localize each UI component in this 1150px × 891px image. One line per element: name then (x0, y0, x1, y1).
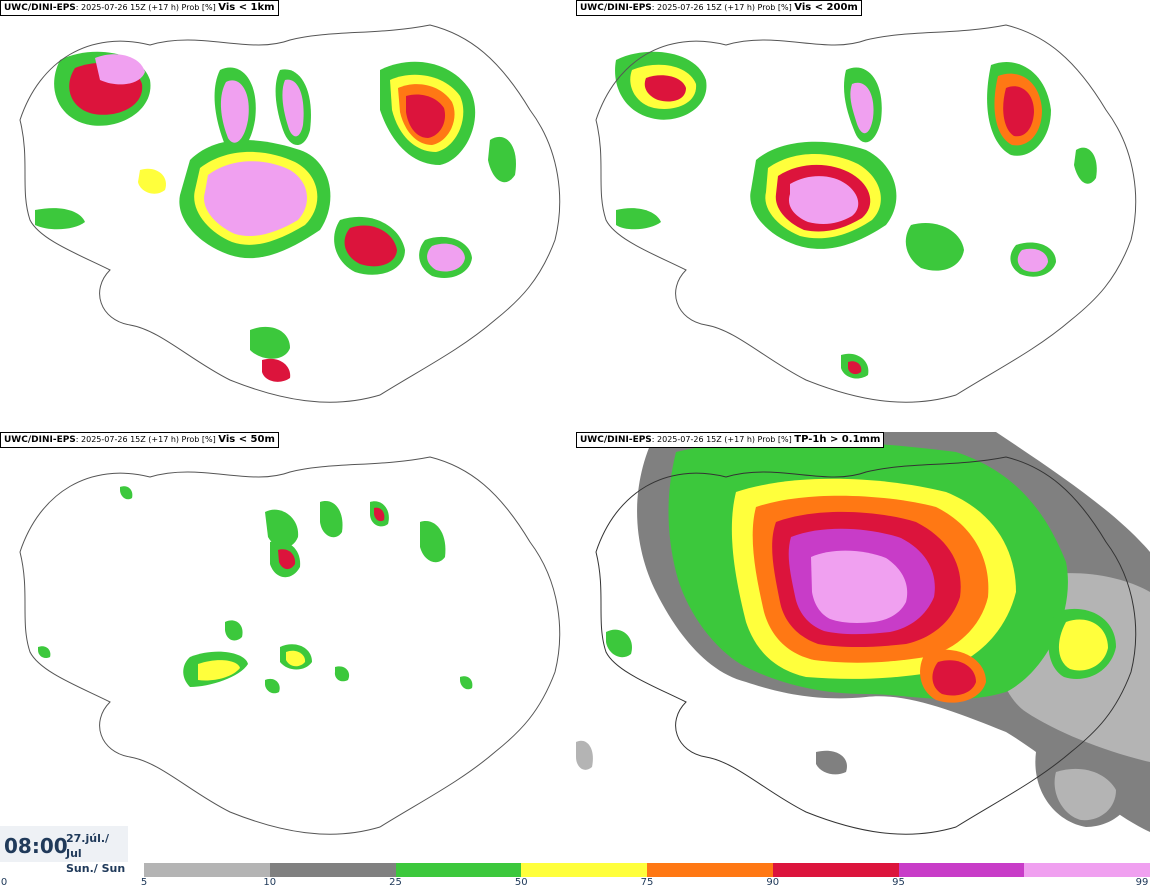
vis-50m-map (19, 456, 561, 835)
valid-time: 08:00 (4, 834, 68, 858)
colorbar-segment (269, 863, 396, 877)
probability-contours (576, 432, 1150, 832)
map-panel-vis-1km: UWC/DINI-EPS: 2025-07-26 15Z (+17 h) Pro… (0, 0, 574, 430)
coastline (595, 456, 1137, 835)
vis-1km-map (19, 24, 561, 403)
date-line-2: Sun./ Sun (66, 862, 126, 875)
colorbar-tick-label: 0 (0, 877, 8, 888)
colorbar-segment (647, 863, 773, 877)
coastline (19, 24, 561, 403)
colorbar-segment (144, 863, 270, 877)
probability-contours (38, 486, 473, 694)
coastline (19, 456, 561, 835)
colorbar-tick-label: 5 (140, 877, 148, 888)
panel-title: UWC/DINI-EPS: 2025-07-26 15Z (+17 h) Pro… (0, 0, 279, 16)
probability-contours (35, 51, 516, 382)
colorbar-tick-label: 50 (514, 877, 528, 888)
colorbar-tick-label: 10 (263, 877, 277, 888)
colorbar-tick-label: 99 (1135, 877, 1149, 888)
vis-200m-map (595, 24, 1137, 403)
map-panel-vis-50m: UWC/DINI-EPS: 2025-07-26 15Z (+17 h) Pro… (0, 432, 574, 860)
colorbar-tick-label: 95 (892, 877, 905, 888)
colorbar-segment (772, 863, 899, 877)
panel-title: UWC/DINI-EPS: 2025-07-26 15Z (+17 h) Pro… (576, 0, 862, 16)
map-panel-vis-200m: UWC/DINI-EPS: 2025-07-26 15Z (+17 h) Pro… (576, 0, 1150, 430)
colorbar-tick-label: 90 (766, 877, 780, 888)
tp-1h-map (576, 432, 1150, 835)
panel-title: UWC/DINI-EPS: 2025-07-26 15Z (+17 h) Pro… (0, 432, 279, 448)
colorbar-segment (898, 863, 1025, 877)
colorbar-tick-label: 75 (640, 877, 654, 888)
date-line-1: 27.júl./ Jul (66, 832, 110, 860)
probability-colorbar (144, 863, 1150, 877)
colorbar-segment (521, 863, 647, 877)
colorbar-segment (1024, 863, 1150, 877)
coastline (595, 24, 1137, 403)
colorbar-segment (395, 863, 522, 877)
valid-date: 27.júl./ Jul Sun./ Sun (66, 831, 128, 876)
probability-contours (615, 51, 1097, 379)
valid-time-box: 08:00 27.júl./ Jul Sun./ Sun (0, 826, 128, 875)
map-panel-tp-1h: UWC/DINI-EPS: 2025-07-26 15Z (+17 h) Pro… (576, 432, 1150, 860)
panel-title: UWC/DINI-EPS: 2025-07-26 15Z (+17 h) Pro… (576, 432, 885, 448)
colorbar-ticks: 0 5 10 25 50 75 90 95 99 (0, 877, 1150, 891)
colorbar-tick-label: 25 (389, 877, 402, 888)
